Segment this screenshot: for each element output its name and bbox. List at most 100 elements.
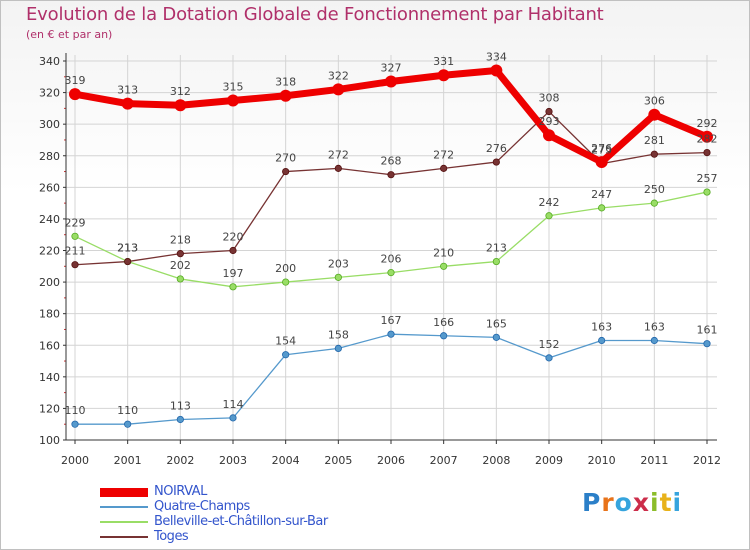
point-toges-2002 [176, 250, 184, 258]
data-label-noirval-2009: 293 [539, 115, 560, 128]
x-tick-label-2012: 2012 [693, 454, 721, 467]
data-label-toges-2006: 268 [381, 155, 402, 168]
y-tick-label-220: 220 [39, 245, 60, 258]
data-label-quatre-champs-2004: 154 [275, 335, 296, 348]
data-labels: 110 110 113 114 154 158 167 166 165 152 163 163 161 2… [65, 50, 718, 417]
point-toges-2008 [492, 158, 500, 166]
data-label-quatre-champs-2000: 110 [65, 404, 86, 417]
data-label-belleville-et-ch-tillon-sur-bar-2011: 250 [644, 183, 665, 196]
y-tick-label-180: 180 [39, 308, 60, 321]
x-tick-label-2008: 2008 [482, 454, 510, 467]
x-tick-label-2006: 2006 [377, 454, 405, 467]
point-quatre-champs-2001 [124, 420, 132, 428]
point-quatre-champs-2010 [598, 336, 606, 345]
legend-item-quatre-champs: Quatre-Champs [100, 499, 420, 515]
point-quatre-champs-2004 [282, 351, 290, 359]
point-toges-2009 [545, 107, 553, 116]
point-noirval-2010 [595, 156, 608, 169]
data-label-toges-2000: 211 [65, 245, 86, 258]
point-noirval-2011 [648, 108, 661, 121]
point-belleville-et-ch-tillon-sur-bar-2003 [229, 283, 237, 291]
y-tick-label-160: 160 [39, 339, 60, 352]
legend-swatch-belleville [100, 521, 148, 523]
point-toges-2007 [440, 164, 448, 172]
x-tick-label-2005: 2005 [324, 454, 352, 467]
point-noirval-2002 [174, 99, 187, 112]
data-label-quatre-champs-2003: 114 [223, 398, 244, 411]
point-noirval-2005 [332, 83, 345, 96]
data-label-belleville-et-ch-tillon-sur-bar-2007: 210 [433, 246, 454, 259]
point-belleville-et-ch-tillon-sur-bar-2006 [387, 269, 395, 277]
y-tick-label-260: 260 [39, 181, 60, 194]
legend-swatch-quatre-champs [100, 506, 148, 508]
point-quatre-champs-2012 [703, 340, 711, 348]
point-toges-2006 [387, 171, 395, 179]
data-label-noirval-2000: 319 [65, 74, 86, 87]
point-belleville-et-ch-tillon-sur-bar-2000 [71, 232, 79, 240]
legend-label-belleville: Belleville-et-Châtillon-sur-Bar [154, 514, 328, 529]
point-belleville-et-ch-tillon-sur-bar-2005 [334, 273, 342, 281]
chart-title: Evolution de la Dotation Globale de Fonc… [26, 4, 604, 25]
y-tick-label-280: 280 [39, 150, 60, 163]
data-label-quatre-champs-2002: 113 [170, 399, 191, 412]
point-quatre-champs-2005 [334, 344, 342, 353]
data-label-toges-2004: 270 [275, 152, 296, 165]
data-label-belleville-et-ch-tillon-sur-bar-2009: 242 [539, 196, 560, 209]
point-noirval-2008 [490, 64, 503, 77]
x-tick-label-2003: 2003 [219, 454, 247, 467]
x-tick-label-2002: 2002 [166, 454, 194, 467]
data-label-noirval-2001: 313 [117, 84, 138, 97]
data-label-quatre-champs-2010: 163 [591, 321, 612, 334]
data-label-belleville-et-ch-tillon-sur-bar-2010: 247 [591, 188, 612, 201]
data-label-belleville-et-ch-tillon-sur-bar-2001: 213 [117, 242, 138, 255]
data-label-quatre-champs-2011: 163 [644, 321, 665, 334]
x-tick-label-2009: 2009 [535, 454, 563, 467]
data-label-belleville-et-ch-tillon-sur-bar-2002: 202 [170, 259, 191, 272]
y-tick-label-340: 340 [39, 55, 60, 68]
y-tick-label-240: 240 [39, 213, 60, 226]
data-label-toges-2008: 276 [486, 142, 507, 155]
chart-subtitle: (en € et par an) [26, 28, 113, 41]
point-belleville-et-ch-tillon-sur-bar-2011 [650, 199, 658, 207]
data-label-belleville-et-ch-tillon-sur-bar-2006: 206 [381, 253, 402, 266]
data-label-toges-2007: 272 [433, 148, 454, 161]
grid-lines [66, 55, 717, 441]
legend-item-belleville: Belleville-et-Châtillon-sur-Bar [100, 514, 420, 530]
data-label-noirval-2010: 276 [591, 142, 612, 155]
data-label-noirval-2003: 315 [223, 80, 244, 93]
data-label-quatre-champs-2008: 165 [486, 317, 507, 330]
x-tick-label-2004: 2004 [272, 454, 300, 467]
data-label-quatre-champs-2001: 110 [117, 404, 138, 417]
point-toges-2011 [650, 150, 658, 158]
data-label-toges-2002: 218 [170, 234, 191, 247]
point-quatre-champs-2000 [71, 420, 79, 428]
y-tick-label-300: 300 [39, 118, 60, 131]
legend-swatch-toges [100, 536, 148, 538]
point-toges-2004 [282, 167, 290, 176]
point-belleville-et-ch-tillon-sur-bar-2007 [440, 262, 448, 270]
point-noirval-2001 [121, 97, 134, 110]
point-belleville-et-ch-tillon-sur-bar-2009 [545, 212, 553, 220]
data-label-noirval-2005: 322 [328, 69, 349, 82]
legend-item-noirval: NOIRVAL [100, 484, 420, 500]
point-quatre-champs-2003 [229, 414, 237, 422]
x-tick-label-2000: 2000 [61, 454, 89, 467]
y-tick-label-140: 140 [39, 371, 60, 384]
point-quatre-champs-2011 [650, 336, 658, 345]
point-quatre-champs-2002 [176, 415, 184, 424]
point-toges-2005 [334, 164, 342, 172]
data-label-toges-2012: 282 [697, 133, 718, 146]
point-toges-2000 [71, 261, 79, 269]
point-belleville-et-ch-tillon-sur-bar-2012 [703, 188, 711, 196]
point-belleville-et-ch-tillon-sur-bar-2010 [598, 204, 606, 212]
data-label-noirval-2012: 292 [697, 117, 718, 130]
y-tick-label-200: 200 [39, 276, 60, 289]
point-belleville-et-ch-tillon-sur-bar-2008 [492, 257, 500, 266]
data-label-belleville-et-ch-tillon-sur-bar-2012: 257 [697, 172, 718, 185]
brand-logo: Proxiti [582, 488, 683, 517]
point-quatre-champs-2008 [492, 333, 500, 341]
data-label-belleville-et-ch-tillon-sur-bar-2008: 213 [486, 242, 507, 255]
data-label-noirval-2002: 312 [170, 85, 191, 98]
point-noirval-2012 [701, 130, 713, 143]
series-points [69, 64, 713, 428]
